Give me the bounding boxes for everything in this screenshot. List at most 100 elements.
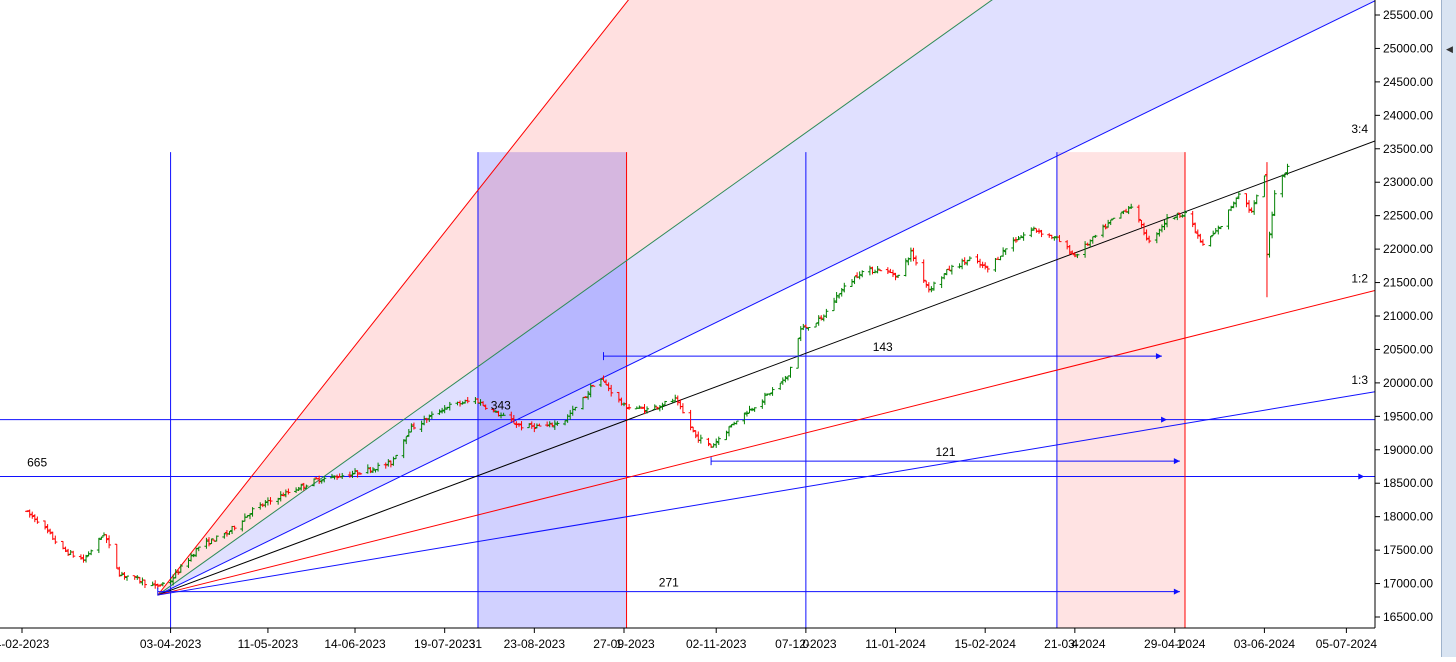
fan-ray-label: 3:4: [1351, 122, 1368, 136]
ohlc-bar: [609, 384, 614, 397]
axes: 16500.00 17000.00 17500.00 18000.00 18500.00…: [0, 0, 1433, 651]
ohlc-bar: [1252, 200, 1257, 215]
y-tick-label: 21500.00: [1383, 276, 1433, 290]
ohlc-bar: [117, 566, 122, 577]
ohlc-bar: [1101, 224, 1106, 238]
scroll-strip[interactable]: ◀: [1441, 0, 1456, 657]
ohlc-bar: [947, 265, 952, 271]
ohlc-bar: [355, 470, 360, 478]
ohlc-bar: [680, 403, 685, 414]
ohlc-bar: [45, 524, 50, 534]
ohlc-bar: [276, 497, 281, 505]
y-tick-label: 17000.00: [1383, 577, 1433, 591]
ohlc-bar: [48, 528, 53, 535]
x-tick-label: 19-07-2023: [414, 637, 476, 651]
y-tick-label: 19500.00: [1383, 409, 1433, 423]
ohlc-bar: [1211, 230, 1216, 237]
ohlc-bar: [1190, 210, 1195, 228]
ohlc-bar: [481, 401, 486, 406]
ohlc-bar: [53, 535, 58, 545]
ohlc-bar: [1236, 191, 1241, 200]
collapse-arrow-icon[interactable]: ◀: [1446, 44, 1453, 54]
ohlc-bar: [742, 412, 747, 425]
ohlc-bar: [1280, 174, 1285, 198]
ohlc-bar: [1247, 200, 1252, 213]
ohlc-bar: [1262, 175, 1267, 198]
ohlc-bar: [460, 401, 465, 405]
ohlc-bar: [207, 537, 212, 547]
ohlc-bar: [1136, 204, 1141, 223]
ohlc-bar: [214, 535, 219, 542]
ohlc-bar: [642, 404, 647, 415]
ohlc-bar: [962, 257, 967, 266]
ohlc-bars: [25, 162, 1290, 589]
ohlc-bar: [750, 407, 755, 412]
ohlc-bar: [442, 405, 447, 414]
ohlc-bar: [911, 247, 916, 262]
ohlc-bar: [729, 424, 734, 428]
ohlc-bar: [788, 366, 793, 378]
ohlc-bar: [801, 323, 806, 331]
x-tick-label: 14-06-2023: [324, 637, 386, 651]
ohlc-bar: [1270, 211, 1275, 239]
ohlc-bar: [516, 423, 521, 427]
ohlc-bar: [358, 472, 363, 475]
ohlc-bar: [153, 580, 158, 589]
ohlc-bar: [43, 520, 48, 530]
ohlc-bar: [404, 436, 409, 445]
ohlc-bar: [1154, 232, 1159, 244]
ohlc-bar: [896, 274, 901, 278]
ohlc-bar: [724, 430, 729, 441]
ohlc-bar: [1144, 229, 1149, 241]
ohlc-bar: [296, 486, 301, 492]
ohlc-bar: [347, 471, 352, 478]
ohlc-bar: [527, 423, 532, 429]
fan-ray-1: [157, 0, 630, 596]
ohlc-bar: [747, 405, 752, 414]
ohlc-bar: [1208, 235, 1213, 247]
ohlc-bar: [760, 399, 765, 409]
ohlc-bar: [394, 454, 399, 460]
ohlc-bar: [278, 491, 283, 502]
ohlc-bar: [1229, 205, 1234, 212]
ohlc-bar: [824, 308, 829, 318]
ohlc-bar: [691, 426, 696, 433]
ohlc-bar: [71, 550, 76, 558]
ohlc-bar: [437, 409, 442, 415]
ohlc-bar: [222, 532, 227, 539]
ohlc-bar: [1244, 193, 1249, 208]
fan-ray-5: [157, 290, 1375, 596]
ohlc-bar: [1147, 235, 1152, 244]
ohlc-bar: [693, 430, 698, 439]
ohlc-bar: [114, 543, 119, 569]
ohlc-bar: [483, 404, 488, 410]
ohlc-bar: [604, 379, 609, 386]
ohlc-bar: [370, 467, 375, 473]
ohlc-bar: [931, 281, 936, 291]
fan-ray-3: [157, 0, 1375, 596]
ohlc-bar: [89, 549, 94, 556]
x-overlap-label: 0: [803, 637, 810, 651]
fan-ray-2: [157, 0, 993, 596]
ohlc-bar: [903, 258, 908, 277]
ohlc-bar: [227, 530, 232, 535]
ohlc-bar: [601, 375, 606, 382]
ohlc-bar: [967, 256, 972, 262]
y-tick-label: 18500.00: [1383, 476, 1433, 490]
ohlc-bar: [122, 572, 127, 580]
x-tick-label: 03-06-2024: [1234, 637, 1296, 651]
ohlc-bar: [1200, 239, 1205, 246]
ohlc-bar: [350, 470, 355, 478]
ohlc-bar: [867, 265, 872, 276]
annotations: 143 121 271 665 343: [27, 340, 1365, 596]
ohlc-bar: [816, 315, 821, 326]
ohlc-bar: [514, 421, 519, 428]
x-overlap-label: 31: [469, 637, 483, 651]
y-tick-label: 21000.00: [1383, 309, 1433, 323]
ohlc-bar: [652, 404, 657, 410]
ohlc-bar: [386, 459, 391, 467]
ohlc-bar: [783, 375, 788, 383]
ohlc-bar: [27, 509, 32, 518]
